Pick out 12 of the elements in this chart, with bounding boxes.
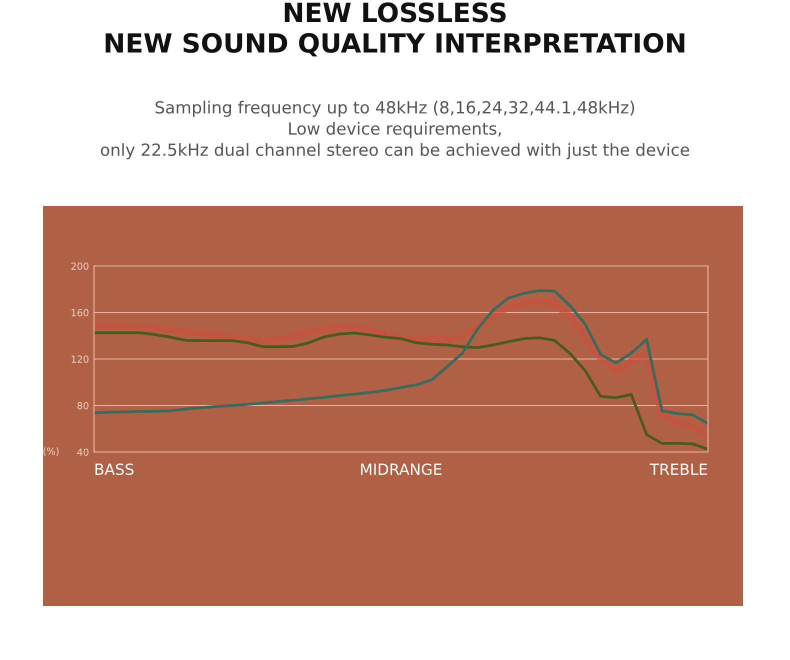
chart-title: NEW LOSSLESS NEW SOUND QUALITY INTERPRETATION — [106, 2, 684, 56]
y-axis-title: (%) — [43, 447, 59, 456]
text: BASS — [96, 463, 134, 476]
chart-subtitle: Sampling frequency up to 48kHz (8,16,24,32,44.1,48kHz) Low device requirements, only 22.5kHz dual channel stereo can be achieved with just the device — [100, 100, 690, 160]
y-tick-label: 120 — [72, 355, 88, 363]
y-tick-label: 160 — [72, 308, 88, 316]
text: MIDRANGE — [361, 463, 442, 476]
y-tick-label: 80 — [77, 402, 88, 410]
y-tick-label: 40 — [77, 448, 88, 456]
y-tick-label: 200 — [71, 262, 88, 270]
text: TREBLE — [650, 464, 708, 475]
line-series — [94, 289, 708, 425]
